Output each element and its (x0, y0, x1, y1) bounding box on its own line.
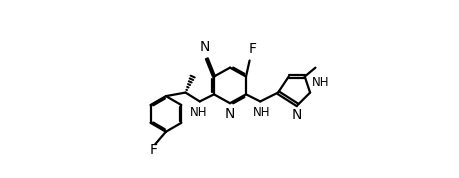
Text: F: F (149, 143, 157, 156)
Text: N: N (200, 40, 210, 54)
Text: NH: NH (311, 76, 329, 89)
Text: NH: NH (252, 106, 269, 119)
Text: N: N (291, 108, 301, 122)
Text: F: F (248, 42, 256, 56)
Text: NH: NH (190, 106, 207, 119)
Text: N: N (224, 107, 235, 121)
